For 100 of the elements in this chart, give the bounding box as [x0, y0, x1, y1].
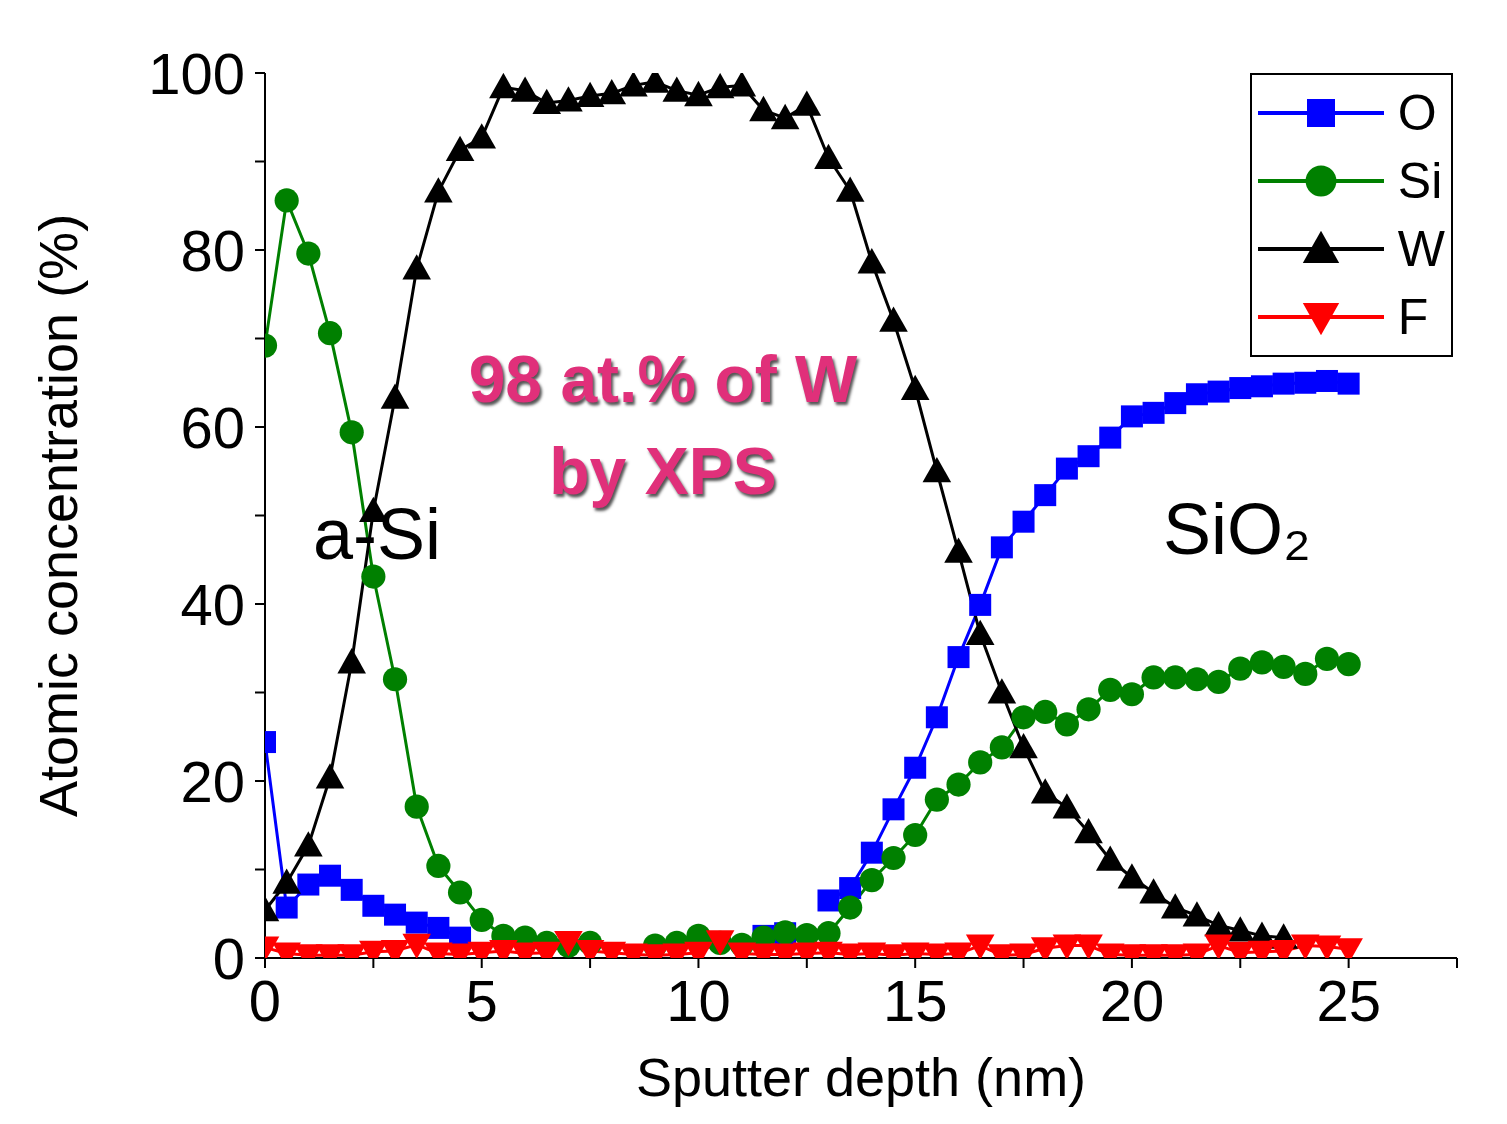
point [1141, 665, 1166, 690]
annotation: 98 at.% of W by XPS [467, 341, 859, 510]
y-axis-title: Atomic concentration (%) [28, 213, 89, 818]
point [838, 895, 863, 920]
point [1293, 661, 1318, 687]
point [1229, 377, 1252, 400]
point [1337, 372, 1360, 395]
point [1119, 682, 1145, 707]
point [879, 306, 908, 332]
x-axis-title: Sputter depth (nm) [635, 1047, 1087, 1107]
legend-label: W [1397, 220, 1445, 278]
point [1336, 652, 1361, 677]
point [1120, 405, 1143, 428]
point [1204, 934, 1233, 958]
legend-label: O [1397, 84, 1437, 142]
point [1055, 457, 1078, 480]
point [1294, 371, 1317, 394]
point [1249, 650, 1275, 675]
point [1206, 669, 1231, 694]
point [1272, 372, 1295, 395]
y-tick-label: 60 [180, 394, 245, 460]
point [925, 706, 948, 729]
point [1030, 778, 1060, 804]
point [946, 772, 971, 797]
point [315, 763, 345, 789]
point [380, 383, 410, 409]
point [405, 911, 428, 934]
point [1011, 705, 1036, 730]
point [727, 73, 757, 97]
point [987, 678, 1017, 704]
x-tick-label: 25 [1316, 968, 1381, 1034]
point [340, 878, 363, 901]
point [860, 841, 883, 864]
point [1052, 793, 1082, 819]
point [839, 877, 862, 900]
y-tick-label: 40 [180, 571, 245, 637]
point [1315, 369, 1338, 392]
point [402, 933, 432, 958]
point [900, 374, 930, 400]
y-tick-label: 0 [212, 925, 245, 991]
point [297, 873, 320, 896]
point [1160, 893, 1190, 919]
x-tick-label: 10 [666, 968, 731, 1034]
point [337, 648, 366, 674]
legend-label: Si [1397, 152, 1443, 210]
point [922, 456, 952, 483]
point [424, 177, 453, 203]
point [1098, 677, 1123, 702]
point [705, 73, 735, 99]
x-tick-label: 20 [1099, 968, 1165, 1034]
point [792, 90, 822, 116]
y-tick-label: 100 [148, 40, 245, 106]
point [362, 894, 385, 917]
point [1164, 392, 1187, 415]
point [445, 135, 475, 161]
point [554, 86, 583, 112]
point [859, 868, 884, 893]
y-tick-label: 20 [180, 748, 245, 814]
point [1033, 699, 1058, 725]
point [903, 822, 928, 848]
point [1117, 863, 1147, 889]
point [904, 756, 927, 779]
point [882, 798, 905, 821]
point [319, 864, 342, 887]
point [382, 667, 408, 692]
point [969, 593, 992, 616]
point [1142, 401, 1165, 424]
point [817, 889, 840, 912]
point [1074, 934, 1103, 958]
point [1182, 901, 1212, 927]
point [384, 903, 407, 926]
point [989, 735, 1014, 760]
point [947, 646, 970, 669]
point [990, 536, 1013, 559]
point [968, 750, 993, 775]
point [965, 934, 995, 958]
point [1250, 375, 1273, 398]
point [1139, 878, 1168, 904]
point [339, 420, 364, 445]
annotation: SiO₂ [1163, 488, 1311, 570]
point [274, 188, 299, 213]
point [426, 853, 451, 879]
point [684, 80, 713, 107]
point [296, 241, 321, 266]
point [1228, 656, 1253, 681]
point [467, 123, 497, 149]
point [965, 619, 995, 646]
point [749, 95, 778, 122]
legend-label: F [1397, 288, 1429, 346]
point [1184, 667, 1210, 692]
point [1314, 646, 1340, 671]
point [1271, 654, 1296, 679]
point [402, 254, 432, 280]
point [275, 896, 298, 919]
point [1012, 510, 1035, 533]
point [1034, 484, 1057, 507]
x-tick-label: 5 [465, 968, 498, 1034]
point [881, 845, 906, 871]
point [1009, 733, 1038, 759]
point [489, 73, 518, 99]
